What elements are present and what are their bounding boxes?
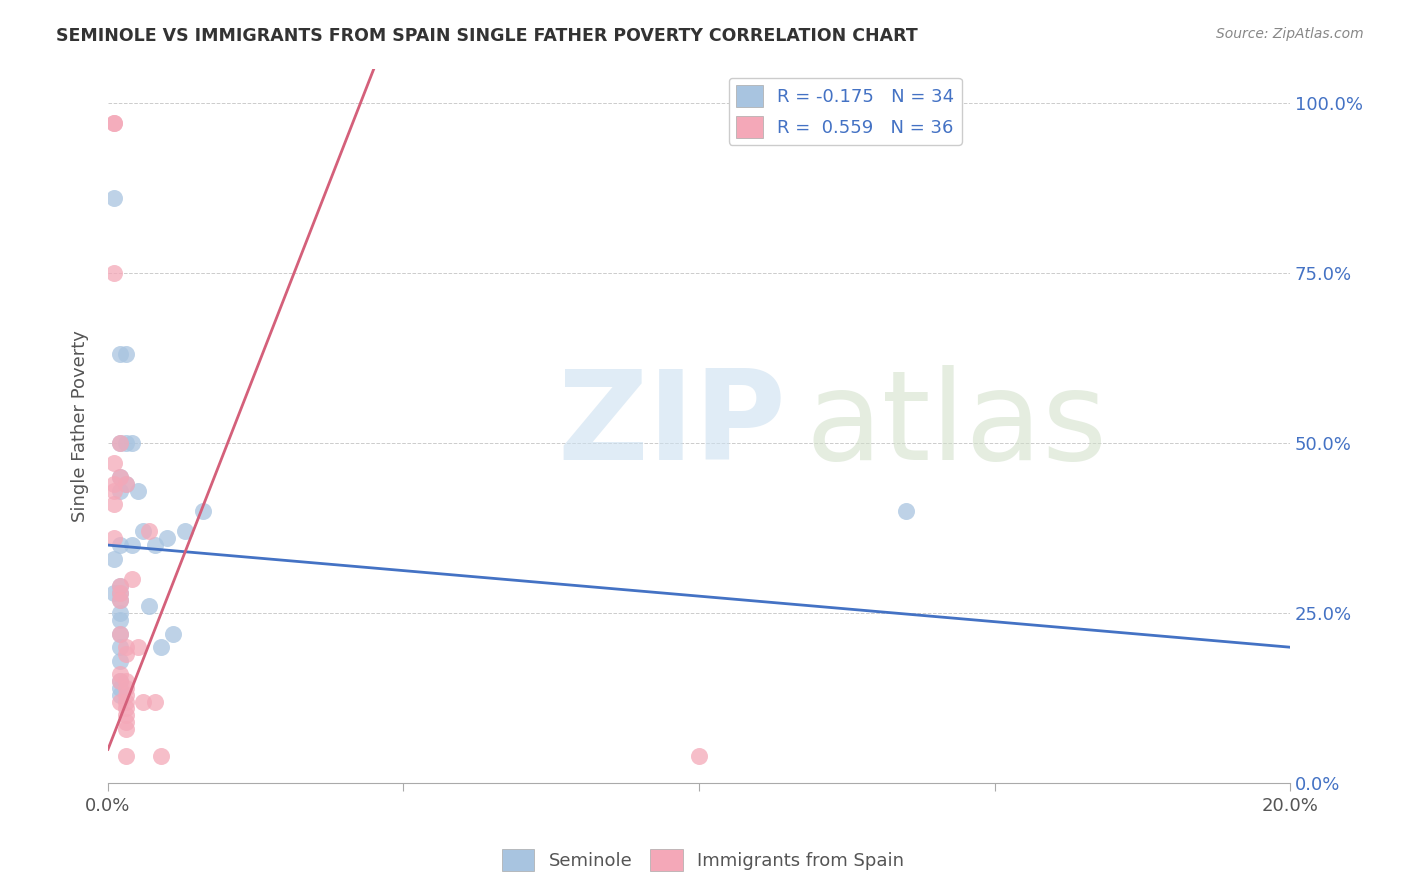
Y-axis label: Single Father Poverty: Single Father Poverty — [72, 330, 89, 522]
Point — [108, 606, 131, 620]
Point — [103, 497, 125, 511]
Point — [114, 715, 136, 730]
Point — [173, 524, 195, 539]
Point — [114, 701, 136, 715]
Point — [108, 347, 131, 361]
Point — [103, 531, 125, 545]
Point — [191, 504, 214, 518]
Point — [132, 524, 155, 539]
Point — [103, 483, 125, 498]
Point — [156, 531, 179, 545]
Point — [108, 674, 131, 689]
Point — [108, 538, 131, 552]
Text: SEMINOLE VS IMMIGRANTS FROM SPAIN SINGLE FATHER POVERTY CORRELATION CHART: SEMINOLE VS IMMIGRANTS FROM SPAIN SINGLE… — [56, 27, 918, 45]
Point — [132, 695, 155, 709]
Point — [114, 640, 136, 655]
Point — [114, 347, 136, 361]
Point — [108, 695, 131, 709]
Point — [108, 640, 131, 655]
Point — [114, 688, 136, 702]
Point — [121, 538, 143, 552]
Point — [108, 654, 131, 668]
Point — [108, 579, 131, 593]
Point — [108, 483, 131, 498]
Point — [103, 266, 125, 280]
Point — [108, 592, 131, 607]
Point — [114, 647, 136, 661]
Point — [103, 586, 125, 600]
Point — [114, 722, 136, 736]
Point — [114, 708, 136, 723]
Point — [143, 695, 166, 709]
Point — [108, 674, 131, 689]
Point — [143, 538, 166, 552]
Point — [114, 436, 136, 450]
Point — [103, 551, 125, 566]
Point — [108, 592, 131, 607]
Point — [108, 681, 131, 695]
Point — [127, 640, 149, 655]
Legend: R = -0.175   N = 34, R =  0.559   N = 36: R = -0.175 N = 34, R = 0.559 N = 36 — [728, 78, 962, 145]
Point — [127, 483, 149, 498]
Point — [150, 749, 173, 764]
Point — [114, 681, 136, 695]
Legend: Seminole, Immigrants from Spain: Seminole, Immigrants from Spain — [495, 842, 911, 879]
Point — [108, 470, 131, 484]
Point — [108, 579, 131, 593]
Point — [108, 667, 131, 681]
Point — [108, 626, 131, 640]
Point — [108, 688, 131, 702]
Point — [108, 613, 131, 627]
Text: ZIP: ZIP — [557, 366, 786, 486]
Point — [108, 586, 131, 600]
Point — [108, 436, 131, 450]
Point — [138, 599, 160, 614]
Point — [138, 524, 160, 539]
Point — [114, 674, 136, 689]
Point — [103, 456, 125, 470]
Point — [103, 476, 125, 491]
Text: Source: ZipAtlas.com: Source: ZipAtlas.com — [1216, 27, 1364, 41]
Point — [121, 572, 143, 586]
Point — [103, 191, 125, 205]
Point — [114, 695, 136, 709]
Point — [121, 436, 143, 450]
Text: atlas: atlas — [806, 366, 1108, 486]
Point — [103, 116, 125, 130]
Point — [114, 476, 136, 491]
Point — [114, 476, 136, 491]
Point — [108, 586, 131, 600]
Point — [114, 749, 136, 764]
Point — [108, 436, 131, 450]
Point — [150, 640, 173, 655]
Point — [688, 749, 710, 764]
Point — [162, 626, 184, 640]
Point — [108, 626, 131, 640]
Point — [103, 116, 125, 130]
Point — [894, 504, 917, 518]
Point — [108, 470, 131, 484]
